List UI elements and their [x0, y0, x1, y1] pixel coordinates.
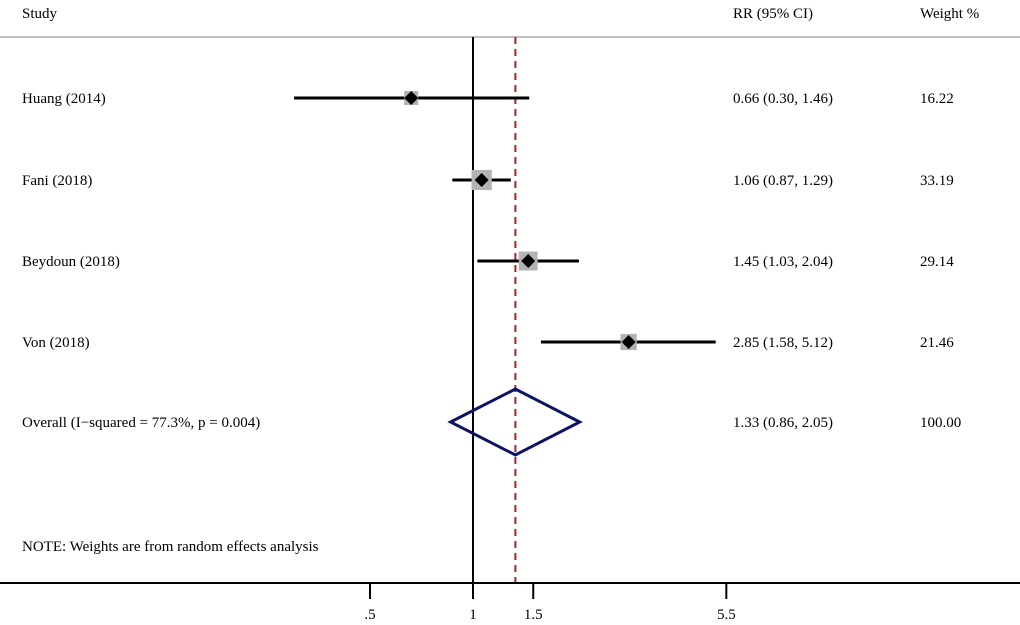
- x-tick-label: 5.5: [717, 607, 736, 623]
- study-weight: 21.46: [920, 335, 954, 351]
- study-label: Fani (2018): [22, 173, 92, 189]
- study-effect: 1.06 (0.87, 1.29): [733, 173, 833, 189]
- study-weight: 29.14: [920, 254, 954, 270]
- overall-weight: 100.00: [920, 415, 961, 431]
- header-weight: Weight %: [920, 6, 979, 22]
- overall-effect: 1.33 (0.86, 2.05): [733, 415, 833, 431]
- point-estimate: [474, 173, 489, 187]
- header-effect: RR (95% CI): [733, 6, 813, 22]
- study-effect: 1.45 (1.03, 2.04): [733, 254, 833, 270]
- overall-diamond: [447, 387, 583, 457]
- x-tick-label: 1: [469, 607, 477, 623]
- x-tick-label: .5: [364, 607, 375, 623]
- study-label: Huang (2014): [22, 91, 106, 107]
- study-weight: 16.22: [920, 91, 954, 107]
- study-label: Beydoun (2018): [22, 254, 120, 270]
- point-estimate: [621, 335, 636, 349]
- study-effect: 0.66 (0.30, 1.46): [733, 91, 833, 107]
- weights-note: NOTE: Weights are from random effects an…: [22, 539, 319, 555]
- study-label: Von (2018): [22, 335, 90, 351]
- overall-label: Overall (I−squared = 77.3%, p = 0.004): [22, 415, 260, 431]
- study-weight: 33.19: [920, 173, 954, 189]
- point-estimate: [521, 254, 536, 268]
- study-effect: 2.85 (1.58, 5.12): [733, 335, 833, 351]
- point-estimate: [404, 91, 419, 105]
- x-tick-label: 1.5: [524, 607, 543, 623]
- header-study: Study: [22, 6, 58, 22]
